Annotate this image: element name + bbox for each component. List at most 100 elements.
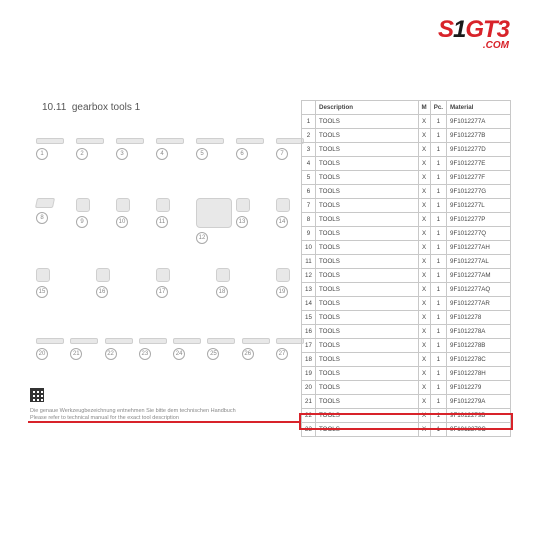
diagram-shape [207,338,235,344]
diagram-item: 1 [36,138,64,160]
col-material: Material [447,101,511,115]
parts-table: Description M Pc. Material 1TOOLSX19F101… [301,100,511,437]
cell-num: 20 [302,381,316,395]
diagram-item: 3 [116,138,144,160]
diagram-shape [35,198,55,208]
highlight-connector-line [28,421,301,423]
col-description: Description [316,101,419,115]
cell-material: 9F1012279 [447,381,511,395]
cell-pc: 1 [430,269,446,283]
brand-logo: S1GT3 .COM [438,16,509,51]
cell-m: X [418,255,430,269]
section-title: 10.11 gearbox tools 1 [42,102,140,113]
cell-desc: TOOLS [316,115,419,129]
cell-num: 9 [302,227,316,241]
cell-num: 8 [302,213,316,227]
table-row: 10TOOLSX19F1012277AH [302,241,511,255]
cell-desc: TOOLS [316,325,419,339]
cell-m: X [418,213,430,227]
diagram-item: 4 [156,138,184,160]
cell-material: 9F1012278 [447,311,511,325]
table-row: 16TOOLSX19F1012278A [302,325,511,339]
cell-material: 9F1012277AR [447,297,511,311]
cell-desc: TOOLS [316,381,419,395]
cell-num: 10 [302,241,316,255]
cell-pc: 1 [430,395,446,409]
callout-number: 5 [196,148,208,160]
table-row: 19TOOLSX19F1012278H [302,367,511,381]
callout-number: 2 [76,148,88,160]
diagram-item: 8 [36,198,54,224]
logo-gt3: GT3 [465,16,509,43]
callout-number: 12 [196,232,208,244]
table-row: 8TOOLSX19F1012277P [302,213,511,227]
diagram-item: 22 [105,338,133,360]
cell-desc: TOOLS [316,339,419,353]
callout-number: 22 [105,348,117,360]
callout-number: 21 [70,348,82,360]
cell-num: 22 [302,409,316,423]
diagram-item: 12 [196,198,232,244]
cell-pc: 1 [430,115,446,129]
cell-m: X [418,143,430,157]
callout-number: 24 [173,348,185,360]
callout-number: 4 [156,148,168,160]
cell-pc: 1 [430,241,446,255]
diagram-item: 18 [216,268,230,298]
cell-pc: 1 [430,325,446,339]
cell-desc: TOOLS [316,409,419,423]
col-num [302,101,316,115]
table-row: 3TOOLSX19F1012277D [302,143,511,157]
table-row: 1TOOLSX19F1012277A [302,115,511,129]
table-row: 9TOOLSX19F1012277Q [302,227,511,241]
diagram-shape [156,138,184,144]
diagram-item: 19 [276,268,290,298]
diagram-item: 21 [70,338,98,360]
diagram-shape [76,198,90,212]
cell-pc: 1 [430,171,446,185]
diagram-shape [276,198,290,212]
callout-number: 13 [236,216,248,228]
callout-number: 27 [276,348,288,360]
cell-pc: 1 [430,227,446,241]
cell-pc: 1 [430,143,446,157]
cell-desc: TOOLS [316,157,419,171]
cell-material: 9F1012277E [447,157,511,171]
cell-material: 9F1012277P [447,213,511,227]
table-row: 12TOOLSX19F1012277AM [302,269,511,283]
cell-material: 9F1012277AL [447,255,511,269]
cell-pc: 1 [430,129,446,143]
diagram-shape [236,138,264,144]
cell-num: 12 [302,269,316,283]
table-row: 2TOOLSX19F1012277B [302,129,511,143]
cell-pc: 1 [430,185,446,199]
diagram-shape [196,198,232,228]
cell-material: 9F1012277Q [447,227,511,241]
cell-pc: 1 [430,283,446,297]
cell-material: 9F1012277A [447,115,511,129]
cell-num: 13 [302,283,316,297]
cell-m: X [418,129,430,143]
table-row: 20TOOLSX19F1012279 [302,381,511,395]
diagram-item: 27 [276,338,304,360]
diagram-shape [116,198,130,212]
callout-number: 26 [242,348,254,360]
cell-num: 7 [302,199,316,213]
callout-number: 8 [36,212,48,224]
diagram-item: 7 [276,138,304,160]
cell-material: 9F1012279A [447,395,511,409]
cell-pc: 1 [430,213,446,227]
cell-pc: 1 [430,157,446,171]
cell-desc: TOOLS [316,311,419,325]
callout-number: 14 [276,216,288,228]
footnote-de: Die genaue Werkzeugbezeichnung entnehmen… [30,408,236,415]
cell-pc: 1 [430,311,446,325]
callout-number: 15 [36,286,48,298]
cell-desc: TOOLS [316,171,419,185]
table-row: 11TOOLSX19F1012277AL [302,255,511,269]
callout-number: 6 [236,148,248,160]
callout-number: 19 [276,286,288,298]
callout-number: 3 [116,148,128,160]
table-row: 5TOOLSX19F1012277F [302,171,511,185]
table-header-row: Description M Pc. Material [302,101,511,115]
